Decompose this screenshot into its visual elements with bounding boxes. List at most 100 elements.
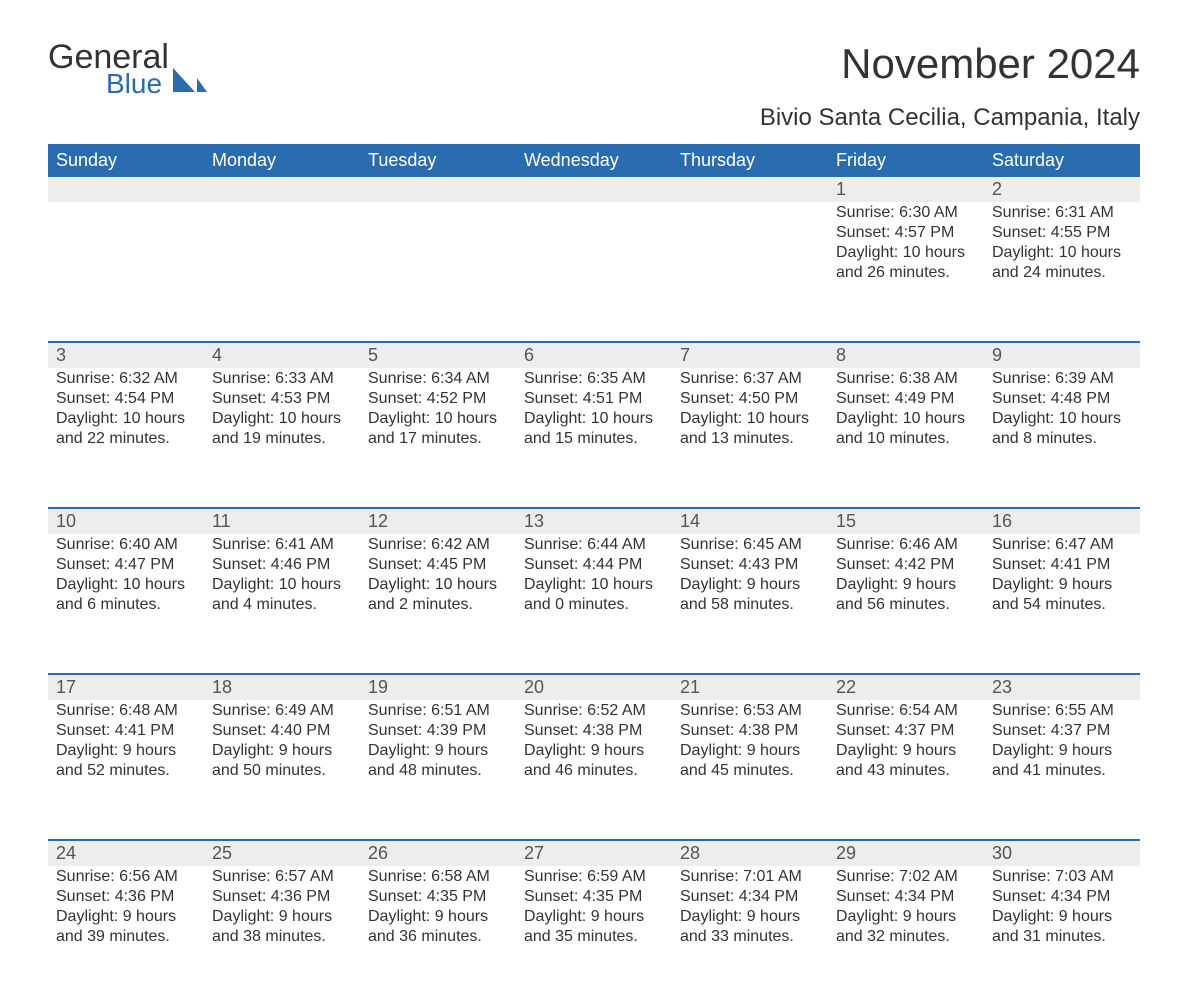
day-number-cell: 21	[672, 674, 828, 700]
day-number-cell: 16	[984, 508, 1140, 534]
day-cell: Sunrise: 6:56 AMSunset: 4:36 PMDaylight:…	[48, 866, 204, 1006]
day-cell: Sunrise: 6:55 AMSunset: 4:37 PMDaylight:…	[984, 700, 1140, 840]
day-cell: Sunrise: 6:44 AMSunset: 4:44 PMDaylight:…	[516, 534, 672, 674]
d1-text: Daylight: 9 hours	[836, 742, 976, 760]
day-cell: Sunrise: 7:01 AMSunset: 4:34 PMDaylight:…	[672, 866, 828, 1006]
sunset-text: Sunset: 4:34 PM	[836, 888, 976, 906]
day-number-cell	[204, 177, 360, 202]
sunrise-text: Sunrise: 6:47 AM	[992, 536, 1132, 554]
d1-text: Daylight: 9 hours	[836, 576, 976, 594]
day-cell: Sunrise: 6:58 AMSunset: 4:35 PMDaylight:…	[360, 866, 516, 1006]
day-number-cell	[516, 177, 672, 202]
header: General Blue November 2024	[48, 40, 1140, 98]
sunrise-text: Sunrise: 6:52 AM	[524, 702, 664, 720]
day-data-row: Sunrise: 6:48 AMSunset: 4:41 PMDaylight:…	[48, 700, 1140, 840]
weekday-header: Friday	[828, 144, 984, 177]
sail-icon	[173, 68, 207, 92]
day-data-row: Sunrise: 6:40 AMSunset: 4:47 PMDaylight:…	[48, 534, 1140, 674]
d2-text: and 54 minutes.	[992, 596, 1132, 614]
sunrise-text: Sunrise: 6:45 AM	[680, 536, 820, 554]
d1-text: Daylight: 9 hours	[992, 576, 1132, 594]
sunrise-text: Sunrise: 6:59 AM	[524, 868, 664, 886]
day-data-row: Sunrise: 6:30 AMSunset: 4:57 PMDaylight:…	[48, 202, 1140, 342]
day-cell	[360, 202, 516, 342]
d1-text: Daylight: 10 hours	[836, 244, 976, 262]
day-number-cell: 22	[828, 674, 984, 700]
d1-text: Daylight: 10 hours	[368, 576, 508, 594]
day-cell: Sunrise: 6:39 AMSunset: 4:48 PMDaylight:…	[984, 368, 1140, 508]
sunrise-text: Sunrise: 6:35 AM	[524, 370, 664, 388]
d2-text: and 36 minutes.	[368, 928, 508, 946]
d1-text: Daylight: 9 hours	[680, 908, 820, 926]
weekday-header: Wednesday	[516, 144, 672, 177]
d1-text: Daylight: 9 hours	[992, 908, 1132, 926]
d1-text: Daylight: 10 hours	[368, 410, 508, 428]
d2-text: and 19 minutes.	[212, 430, 352, 448]
sunrise-text: Sunrise: 6:44 AM	[524, 536, 664, 554]
sunrise-text: Sunrise: 6:33 AM	[212, 370, 352, 388]
day-number-cell: 29	[828, 840, 984, 866]
sunset-text: Sunset: 4:36 PM	[212, 888, 352, 906]
d2-text: and 4 minutes.	[212, 596, 352, 614]
d1-text: Daylight: 9 hours	[56, 742, 196, 760]
day-number-cell: 27	[516, 840, 672, 866]
sunrise-text: Sunrise: 6:55 AM	[992, 702, 1132, 720]
day-number-cell: 20	[516, 674, 672, 700]
d2-text: and 10 minutes.	[836, 430, 976, 448]
d1-text: Daylight: 9 hours	[524, 742, 664, 760]
sunrise-text: Sunrise: 6:32 AM	[56, 370, 196, 388]
day-cell: Sunrise: 6:41 AMSunset: 4:46 PMDaylight:…	[204, 534, 360, 674]
day-cell: Sunrise: 7:02 AMSunset: 4:34 PMDaylight:…	[828, 866, 984, 1006]
sunrise-text: Sunrise: 6:34 AM	[368, 370, 508, 388]
day-number-cell: 8	[828, 342, 984, 368]
sunset-text: Sunset: 4:41 PM	[56, 722, 196, 740]
d2-text: and 48 minutes.	[368, 762, 508, 780]
d2-text: and 41 minutes.	[992, 762, 1132, 780]
sunrise-text: Sunrise: 7:01 AM	[680, 868, 820, 886]
day-cell: Sunrise: 6:34 AMSunset: 4:52 PMDaylight:…	[360, 368, 516, 508]
weekday-header: Tuesday	[360, 144, 516, 177]
day-cell: Sunrise: 6:52 AMSunset: 4:38 PMDaylight:…	[516, 700, 672, 840]
sunrise-text: Sunrise: 6:54 AM	[836, 702, 976, 720]
d2-text: and 35 minutes.	[524, 928, 664, 946]
sunrise-text: Sunrise: 6:39 AM	[992, 370, 1132, 388]
logo-sub: Blue	[106, 70, 169, 98]
sunset-text: Sunset: 4:45 PM	[368, 556, 508, 574]
sunrise-text: Sunrise: 7:02 AM	[836, 868, 976, 886]
weekday-header: Sunday	[48, 144, 204, 177]
day-number-row: 17181920212223	[48, 674, 1140, 700]
sunset-text: Sunset: 4:57 PM	[836, 224, 976, 242]
d1-text: Daylight: 9 hours	[524, 908, 664, 926]
day-cell: Sunrise: 6:47 AMSunset: 4:41 PMDaylight:…	[984, 534, 1140, 674]
day-number-cell: 15	[828, 508, 984, 534]
d2-text: and 43 minutes.	[836, 762, 976, 780]
day-cell	[672, 202, 828, 342]
sunset-text: Sunset: 4:43 PM	[680, 556, 820, 574]
d2-text: and 58 minutes.	[680, 596, 820, 614]
sunrise-text: Sunrise: 6:56 AM	[56, 868, 196, 886]
sunset-text: Sunset: 4:37 PM	[836, 722, 976, 740]
d2-text: and 26 minutes.	[836, 264, 976, 282]
day-number-cell: 11	[204, 508, 360, 534]
day-number-cell: 19	[360, 674, 516, 700]
d2-text: and 22 minutes.	[56, 430, 196, 448]
d2-text: and 17 minutes.	[368, 430, 508, 448]
day-number-row: 10111213141516	[48, 508, 1140, 534]
d2-text: and 45 minutes.	[680, 762, 820, 780]
sunrise-text: Sunrise: 6:51 AM	[368, 702, 508, 720]
day-number-cell: 23	[984, 674, 1140, 700]
sunset-text: Sunset: 4:38 PM	[680, 722, 820, 740]
day-cell	[516, 202, 672, 342]
sunset-text: Sunset: 4:35 PM	[368, 888, 508, 906]
sunrise-text: Sunrise: 6:38 AM	[836, 370, 976, 388]
day-number-cell: 4	[204, 342, 360, 368]
day-cell: Sunrise: 6:33 AMSunset: 4:53 PMDaylight:…	[204, 368, 360, 508]
sunrise-text: Sunrise: 6:41 AM	[212, 536, 352, 554]
day-number-cell: 30	[984, 840, 1140, 866]
day-number-cell: 25	[204, 840, 360, 866]
day-cell: Sunrise: 6:42 AMSunset: 4:45 PMDaylight:…	[360, 534, 516, 674]
weekday-header-row: SundayMondayTuesdayWednesdayThursdayFrid…	[48, 144, 1140, 177]
calendar-table: SundayMondayTuesdayWednesdayThursdayFrid…	[48, 144, 1140, 1006]
sunset-text: Sunset: 4:37 PM	[992, 722, 1132, 740]
sunset-text: Sunset: 4:42 PM	[836, 556, 976, 574]
